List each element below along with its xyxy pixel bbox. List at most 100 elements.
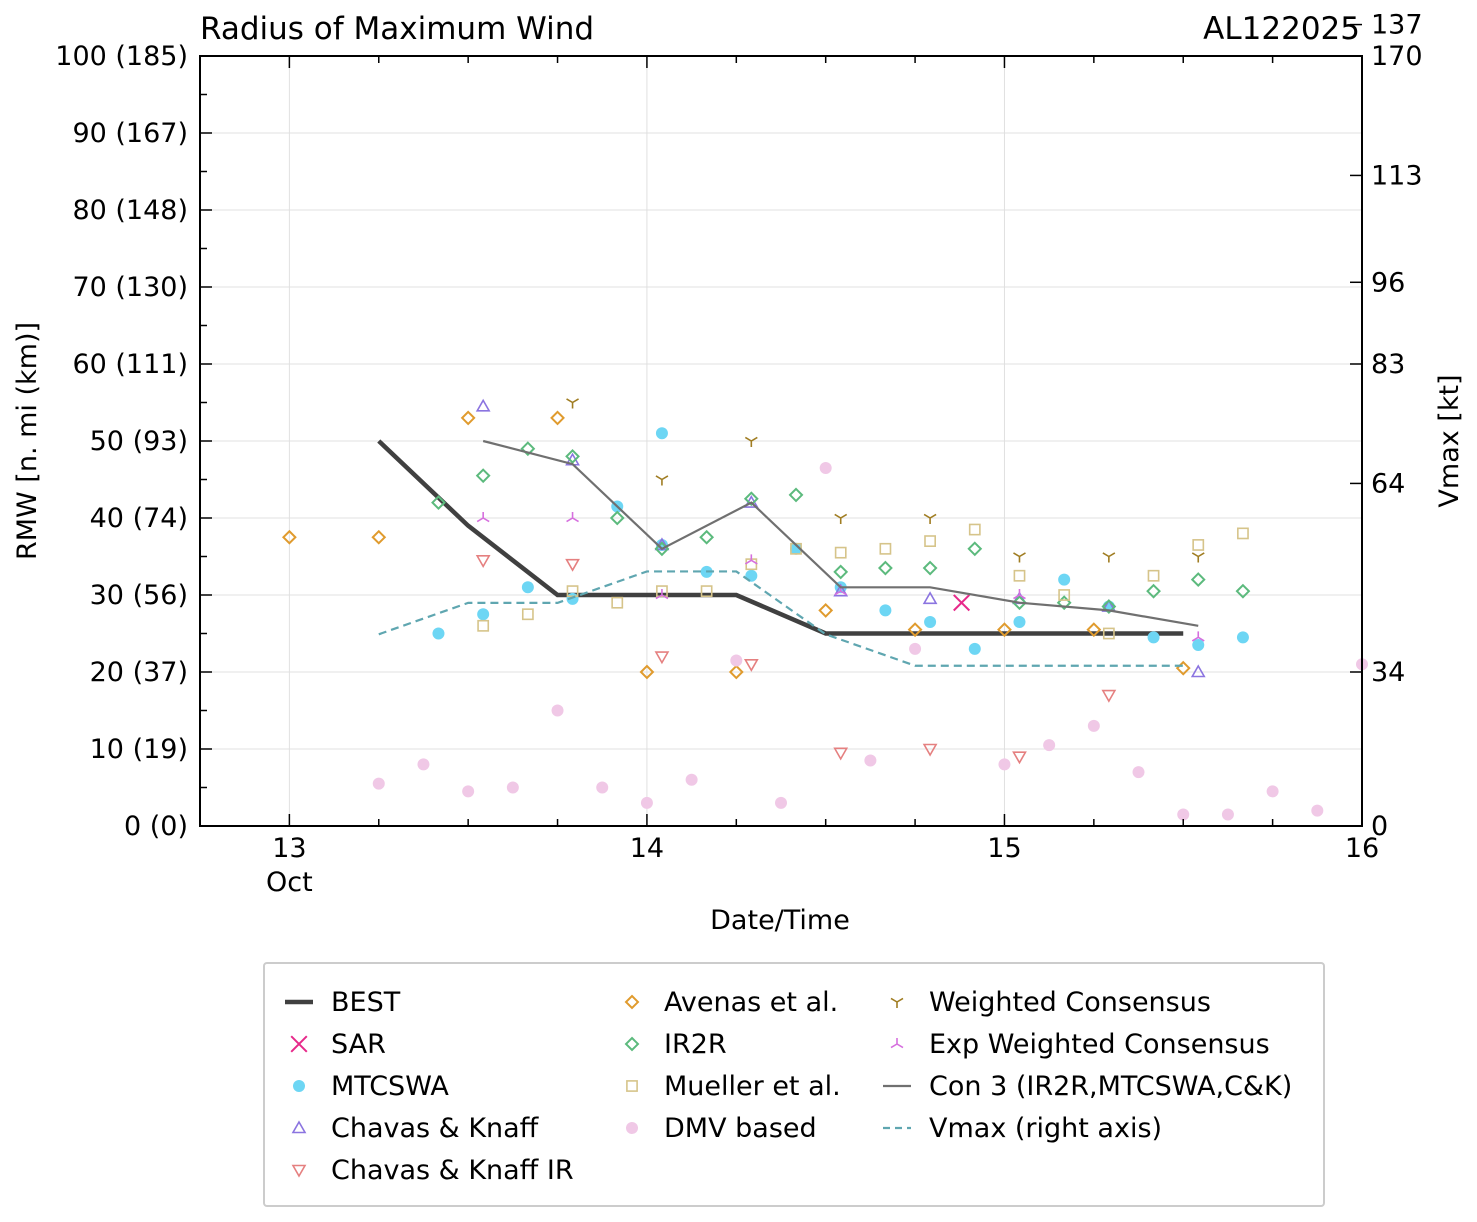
- legend-item-ir2r: IR2R: [610, 1024, 727, 1064]
- data-point: [596, 781, 609, 794]
- y2-tick-label: 83: [1371, 349, 1405, 380]
- data-point: [655, 427, 668, 440]
- grid-lines: [200, 56, 1362, 826]
- legend-label: Vmax (right axis): [929, 1112, 1163, 1144]
- series-weighted-consensus: [566, 398, 1205, 563]
- data-point: [521, 608, 534, 621]
- y-tick-label: 70 (130): [72, 272, 188, 303]
- legend-item-avenas-et-al: Avenas et al.: [610, 982, 838, 1022]
- data-point: [864, 754, 877, 767]
- series-sar: [953, 594, 971, 612]
- data-point: [924, 615, 937, 628]
- data-point: [1190, 664, 1206, 678]
- legend-label: Exp Weighted Consensus: [929, 1028, 1270, 1060]
- data-point: [1058, 573, 1071, 586]
- data-point: [521, 581, 534, 594]
- data-point: [655, 589, 669, 600]
- legend-item-dmv-based: DMV based: [610, 1108, 817, 1148]
- data-point: [1102, 627, 1115, 640]
- series-dmv-based: [372, 461, 1368, 821]
- legend-item-con-3-ir2r-mtcswa-c-k: Con 3 (IR2R,MTCSWA,C&K): [875, 1066, 1292, 1106]
- legend-label: Weighted Consensus: [929, 986, 1211, 1018]
- data-point: [1191, 552, 1205, 563]
- data-point: [654, 651, 670, 665]
- legend-swatch: [293, 1080, 305, 1092]
- series-layer: [281, 398, 1368, 821]
- y-tick-label: 40 (74): [90, 503, 188, 534]
- data-point: [1147, 569, 1160, 582]
- legend-swatch: [890, 997, 904, 1008]
- legend-item-weighted-consensus: Weighted Consensus: [875, 982, 1211, 1022]
- series-chavas-knaff-ir: [475, 555, 1117, 765]
- data-point: [834, 513, 848, 524]
- data-point: [640, 796, 653, 809]
- data-point: [818, 602, 834, 618]
- data-point: [685, 773, 698, 786]
- data-point: [907, 622, 923, 638]
- y2-tick-label: 170: [1371, 41, 1423, 72]
- data-point: [565, 448, 580, 464]
- data-point: [998, 758, 1011, 771]
- data-point: [475, 555, 491, 568]
- legend-swatch: [883, 1084, 911, 1088]
- data-point: [819, 461, 832, 474]
- data-point: [566, 512, 579, 523]
- data-point: [699, 529, 715, 545]
- data-point: [968, 523, 981, 536]
- legend-item-mtcswa: MTCSWA: [277, 1066, 449, 1106]
- data-point: [551, 704, 564, 717]
- data-point: [1192, 639, 1205, 652]
- data-point: [743, 659, 759, 672]
- data-point: [1013, 569, 1026, 582]
- data-point: [775, 796, 787, 809]
- x-tick-label: 13: [272, 833, 306, 864]
- legend-swatch: [626, 1122, 638, 1134]
- data-point: [477, 608, 490, 621]
- data-point: [476, 512, 490, 523]
- data-point: [609, 510, 625, 526]
- legend-label: BEST: [331, 986, 401, 1018]
- data-point: [877, 560, 893, 576]
- series-line: [378, 570, 1184, 667]
- series-avenas-et-al: [281, 410, 1191, 680]
- data-point: [281, 529, 297, 545]
- legend-marker: [890, 997, 904, 1008]
- y2-tick-label: 96: [1371, 267, 1405, 298]
- data-point: [968, 642, 981, 655]
- legend: BEST SAR MTCSWA Chavas & Knaff Chavas & Knaf…: [263, 962, 1325, 1207]
- series-exp-weighted-consensus: [476, 512, 1205, 642]
- x-tick-label: 16: [1345, 833, 1379, 864]
- legend-label: Chavas & Knaff: [331, 1112, 539, 1144]
- data-point: [1087, 719, 1100, 732]
- storm-id: AL122025: [1203, 11, 1360, 47]
- legend-marker: [626, 1080, 638, 1092]
- y-tick-label: 90 (167): [72, 118, 188, 149]
- legend-marker: [890, 1038, 904, 1049]
- legend-marker: [290, 1035, 308, 1053]
- data-point: [1191, 631, 1205, 642]
- data-point: [1012, 751, 1027, 765]
- x-tick-label: 14: [630, 833, 664, 864]
- legend-swatch: [291, 1120, 307, 1134]
- y-tick-label: 30 (56): [90, 580, 188, 611]
- legend-label: Chavas & Knaff IR: [331, 1154, 574, 1186]
- y2-tick-label: 34: [1371, 657, 1405, 688]
- data-point: [477, 619, 490, 632]
- y2-tick-label: 137: [1371, 10, 1423, 41]
- data-point: [460, 410, 476, 426]
- series-vmax-right-axis: [378, 570, 1184, 667]
- data-point: [372, 777, 385, 790]
- data-point: [728, 664, 744, 680]
- legend-item-sar: SAR: [277, 1024, 386, 1064]
- data-point: [1311, 804, 1324, 817]
- data-point: [656, 585, 668, 598]
- data-point: [744, 554, 758, 565]
- legend-swatch: [626, 1080, 638, 1092]
- data-point: [833, 583, 849, 597]
- data-point: [730, 654, 743, 667]
- data-point: [922, 560, 938, 576]
- data-point: [833, 564, 849, 580]
- y-tick-label: 60 (111): [72, 349, 188, 380]
